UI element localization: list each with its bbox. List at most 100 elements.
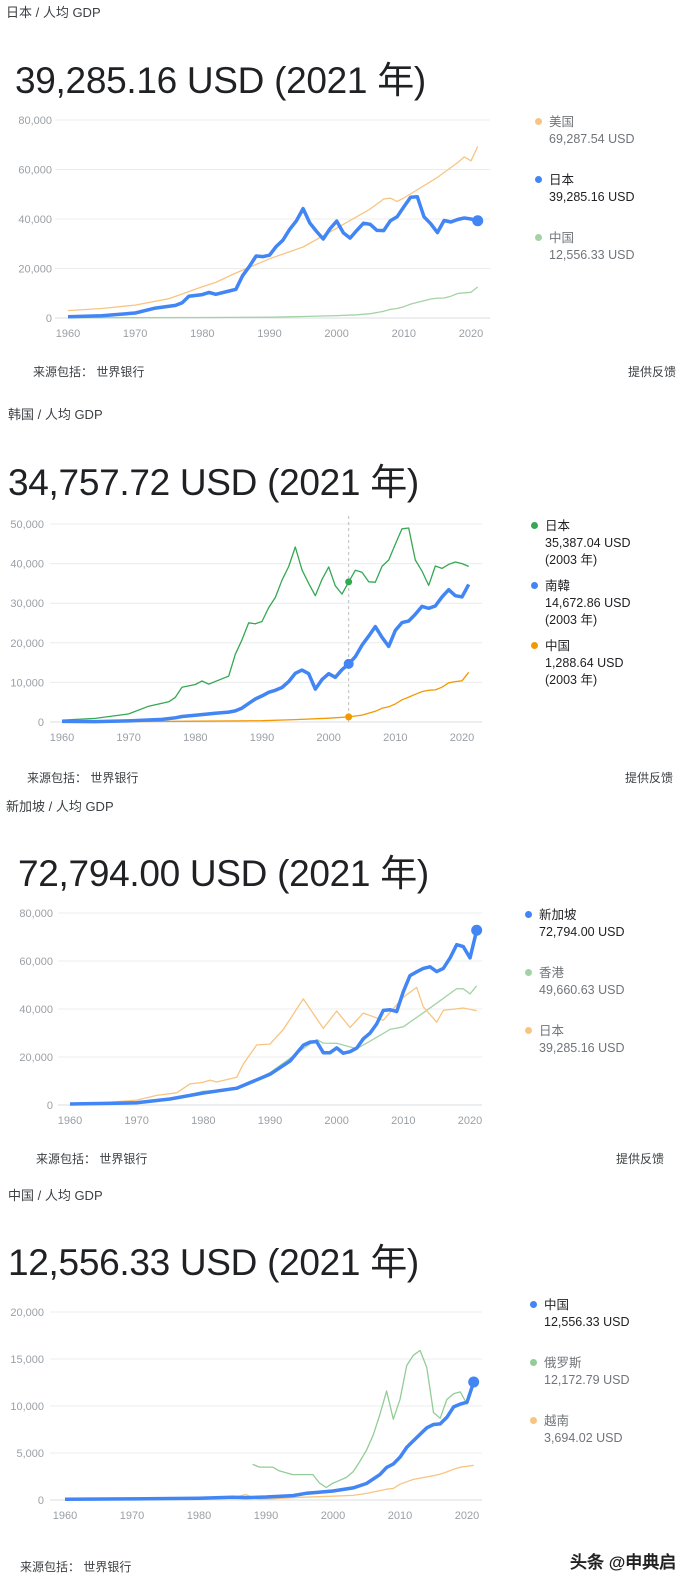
series-line-美国[interactable] — [67, 146, 479, 312]
legend-name: 日本 — [539, 1024, 565, 1038]
legend-dot-icon — [535, 176, 542, 183]
legend-year: (2003 年) — [545, 553, 598, 567]
breadcrumb[interactable]: 韩国 / 人均 GDP — [8, 407, 103, 422]
chart-0[interactable]: 0 20,000 40,000 60,000 80,000 1960 1970 1980 199… — [18, 115, 490, 340]
legend-name: 香港 — [539, 966, 565, 980]
legend-value: 39,285.16 USD — [549, 190, 635, 204]
headline-value: 34,757.72 USD (2021 年) — [8, 462, 419, 503]
source-link[interactable]: 世界银行 — [90, 771, 139, 785]
legend-item[interactable]: 南韓 14,672.86 USD (2003 年) — [531, 578, 630, 629]
chart-1[interactable]: 0 10,000 20,000 30,000 40,000 50,000 1960 1970 1… — [10, 516, 482, 744]
legend-item[interactable]: 日本 35,387.04 USD (2003 年) — [531, 518, 630, 569]
legend-name: 美国 — [549, 115, 575, 129]
x-tick-label: 1970 — [123, 328, 147, 340]
y-tick-label: 10,000 — [10, 1401, 44, 1413]
series-line-南韓[interactable] — [61, 583, 471, 724]
legend-value: 14,672.86 USD — [545, 596, 631, 610]
series-line-越南[interactable] — [232, 1464, 474, 1500]
legend-value: 12,172.79 USD — [544, 1373, 630, 1387]
x-tick-label: 2010 — [391, 1115, 415, 1127]
x-tick-label: 1990 — [254, 1510, 278, 1522]
headline-value: 72,794.00 USD (2021 年) — [18, 853, 429, 894]
legend-item[interactable]: 日本 39,285.16 USD — [535, 172, 634, 206]
legend-dot-icon — [525, 911, 532, 918]
legend-item[interactable]: 越南 3,694.02 USD — [530, 1413, 629, 1447]
breadcrumb[interactable]: 中国 / 人均 GDP — [8, 1188, 103, 1203]
series-line-俄罗斯[interactable] — [252, 1349, 475, 1489]
legend-dot-icon — [525, 969, 532, 976]
headline-value: 12,556.33 USD (2021 年) — [8, 1242, 419, 1283]
legend-value: 12,556.33 USD — [549, 248, 635, 262]
feedback-link[interactable]: 提供反馈 — [616, 1152, 665, 1166]
series-line-中国[interactable] — [67, 286, 479, 319]
source-label: 来源包括： — [36, 1152, 97, 1166]
series-line-新加坡[interactable] — [69, 929, 479, 1106]
legend-name: 新加坡 — [539, 908, 577, 922]
legend-dot-icon — [530, 1417, 537, 1424]
headline-value: 39,285.16 USD (2021 年) — [15, 60, 426, 101]
source-label: 来源包括： — [27, 771, 88, 785]
series-line-中国[interactable] — [62, 671, 470, 723]
y-tick-label: 5,000 — [16, 1448, 44, 1460]
source-label: 来源包括： — [33, 365, 94, 379]
y-tick-label: 80,000 — [19, 908, 53, 920]
source-note: 来源包括： 世界银行 — [20, 1558, 131, 1575]
end-point — [471, 924, 483, 936]
series-line-日本[interactable] — [69, 986, 477, 1105]
legend-value: 69,287.54 USD — [549, 132, 635, 146]
legend-item[interactable]: 新加坡 72,794.00 USD — [525, 907, 624, 941]
legend-name: 中国 — [544, 1298, 570, 1312]
legend-item[interactable]: 中国 1,288.64 USD (2003 年) — [531, 638, 630, 689]
legend-dot-icon — [531, 642, 538, 649]
source-link[interactable]: 世界银行 — [96, 365, 145, 379]
x-tick-label: 2010 — [383, 732, 407, 744]
legend-dot-icon — [535, 118, 542, 125]
x-tick-label: 2000 — [324, 328, 348, 340]
y-tick-label: 60,000 — [18, 165, 52, 177]
y-tick-label: 40,000 — [19, 1004, 53, 1016]
source-link[interactable]: 世界银行 — [83, 1560, 132, 1574]
breadcrumb[interactable]: 日本 / 人均 GDP — [6, 5, 101, 20]
chart-2[interactable]: 0 20,000 40,000 60,000 80,000 1960 1970 1980 199… — [19, 908, 482, 1127]
legend-item[interactable]: 美国 69,287.54 USD — [535, 114, 634, 148]
legend-year: (2003 年) — [545, 613, 598, 627]
series-line-中国[interactable] — [64, 1381, 476, 1501]
legend-item[interactable]: 日本 39,285.16 USD — [525, 1023, 624, 1057]
legend-dot-icon — [530, 1301, 537, 1308]
x-tick-label: 2000 — [316, 732, 340, 744]
x-tick-label: 1960 — [58, 1115, 82, 1127]
series-line-日本[interactable] — [61, 527, 469, 721]
y-tick-label: 20,000 — [10, 638, 44, 650]
source-label: 来源包括： — [20, 1560, 81, 1574]
series-line-香港[interactable] — [69, 985, 478, 1105]
legend-year: (2003 年) — [545, 673, 598, 687]
y-tick-label: 60,000 — [19, 956, 53, 968]
legend-item[interactable]: 香港 49,660.63 USD — [525, 965, 624, 999]
legend-value: 49,660.63 USD — [539, 983, 625, 997]
feedback-link[interactable]: 提供反馈 — [625, 771, 674, 785]
legend-name: 越南 — [544, 1414, 570, 1428]
legend-dot-icon — [535, 234, 542, 241]
legend-item[interactable]: 俄罗斯 12,172.79 USD — [530, 1355, 629, 1389]
legend-item[interactable]: 中国 12,556.33 USD — [535, 230, 634, 264]
hover-point — [343, 658, 354, 669]
y-tick-label: 20,000 — [18, 264, 52, 276]
chart-3[interactable]: 0 5,000 10,000 15,000 20,000 1960 1970 1980 1990… — [10, 1307, 482, 1522]
series-line-日本[interactable] — [67, 194, 479, 319]
x-tick-label: 2010 — [392, 328, 416, 340]
x-tick-label: 1990 — [250, 732, 274, 744]
hover-point — [345, 578, 353, 586]
feedback-link[interactable]: 提供反馈 — [628, 365, 677, 379]
source-note: 来源包括： 世界银行 — [33, 363, 144, 380]
x-tick-label: 1970 — [116, 732, 140, 744]
legend-dot-icon — [531, 522, 538, 529]
legend-value: 35,387.04 USD — [545, 536, 631, 550]
legend-item[interactable]: 中国 12,556.33 USD — [530, 1297, 629, 1331]
hover-point — [345, 713, 353, 721]
source-link[interactable]: 世界银行 — [99, 1152, 148, 1166]
y-tick-label: 0 — [47, 1100, 53, 1112]
x-tick-label: 1970 — [124, 1115, 148, 1127]
breadcrumb[interactable]: 新加坡 / 人均 GDP — [6, 799, 114, 814]
legend-name: 南韓 — [545, 579, 571, 593]
